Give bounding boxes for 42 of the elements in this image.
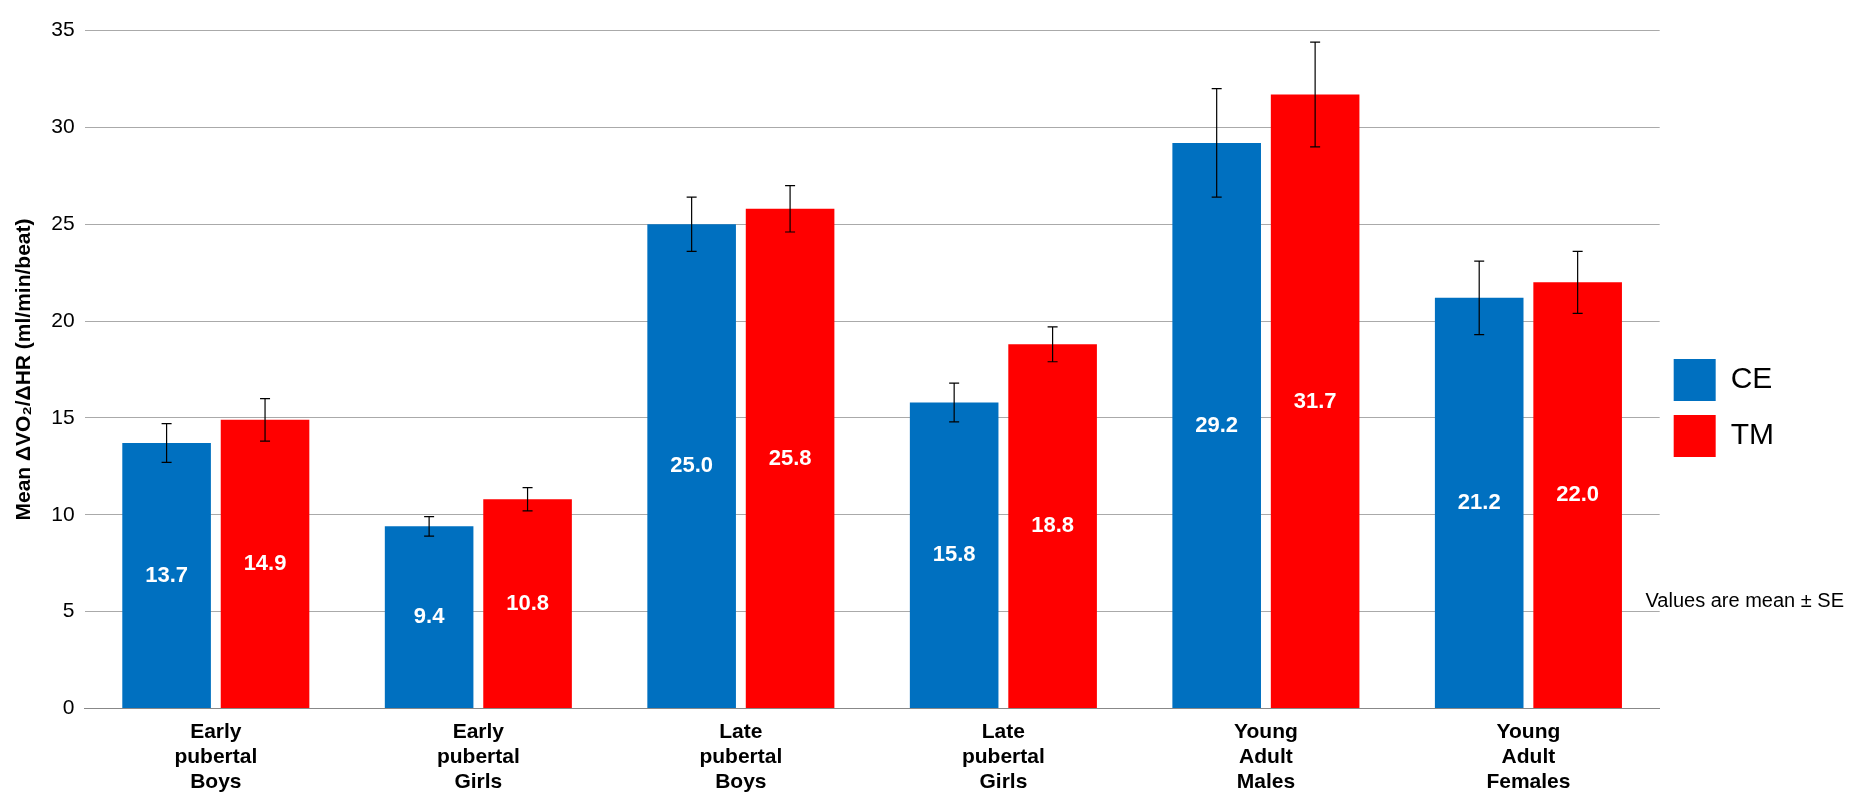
y-axis-title: Mean ΔVO₂/ΔHR (ml/min/beat): [11, 218, 35, 521]
data-label: 22.0: [1556, 481, 1600, 507]
data-label: 9.4: [413, 603, 446, 629]
data-label: 29.2: [1195, 411, 1239, 437]
data-label: 14.9: [243, 550, 287, 576]
bar: [1270, 94, 1360, 708]
bar: [745, 208, 835, 708]
y-tick-label: 30: [51, 114, 75, 138]
bar: [384, 526, 474, 708]
data-label: 10.8: [506, 589, 549, 615]
bar: [1434, 297, 1524, 708]
x-tick-label: Young Adult Females: [1486, 718, 1571, 793]
y-tick-label: 25: [51, 211, 75, 235]
data-label: 31.7: [1293, 387, 1337, 413]
bar: [1008, 344, 1097, 708]
x-tick-label: Young Adult Males: [1234, 718, 1298, 793]
data-label: 13.7: [145, 561, 189, 587]
bar: [1533, 282, 1622, 708]
bar: [220, 419, 310, 708]
bar: [1172, 142, 1261, 708]
y-tick-label: 15: [51, 404, 75, 428]
data-label: 21.2: [1457, 489, 1501, 515]
legend-label: CE: [1730, 361, 1773, 395]
y-tick-label: 5: [62, 598, 75, 622]
annotation: Values are mean ± SE: [1645, 589, 1844, 612]
x-tick-label: Early pubertal Girls: [436, 718, 520, 793]
y-tick-label: 10: [51, 501, 75, 525]
y-tick-label: 0: [62, 695, 75, 719]
bar: [909, 402, 999, 708]
x-tick-label: Late pubertal Boys: [699, 718, 783, 793]
bar: [122, 443, 211, 708]
data-label: 18.8: [1031, 512, 1075, 538]
data-label: 25.0: [670, 452, 714, 478]
data-label: 15.8: [932, 541, 976, 567]
data-label: 25.8: [768, 444, 812, 470]
x-tick-label: Late pubertal Girls: [961, 718, 1045, 793]
legend-label: TM: [1730, 417, 1775, 451]
bar: [483, 499, 572, 708]
y-tick-label: 35: [51, 17, 75, 41]
bar: [647, 224, 736, 708]
y-tick-label: 20: [51, 307, 75, 331]
x-tick-label: Early pubertal Boys: [174, 718, 258, 793]
